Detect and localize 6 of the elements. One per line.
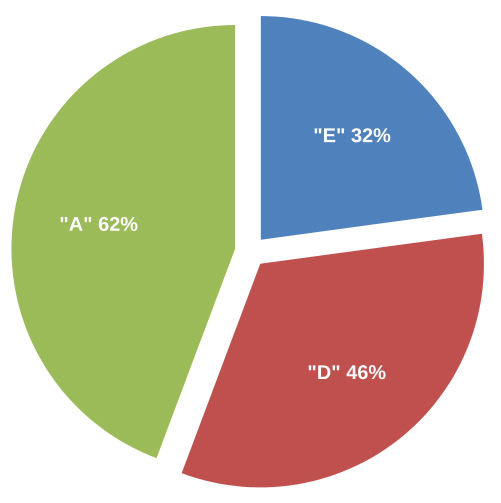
data-label: 62% xyxy=(98,216,138,231)
slice-label: "A" xyxy=(60,217,92,231)
data-label: 32% xyxy=(351,128,390,142)
data-label: 46% xyxy=(346,365,386,380)
slice-label: "E" xyxy=(314,128,344,142)
slice-label: "D" xyxy=(308,365,340,380)
